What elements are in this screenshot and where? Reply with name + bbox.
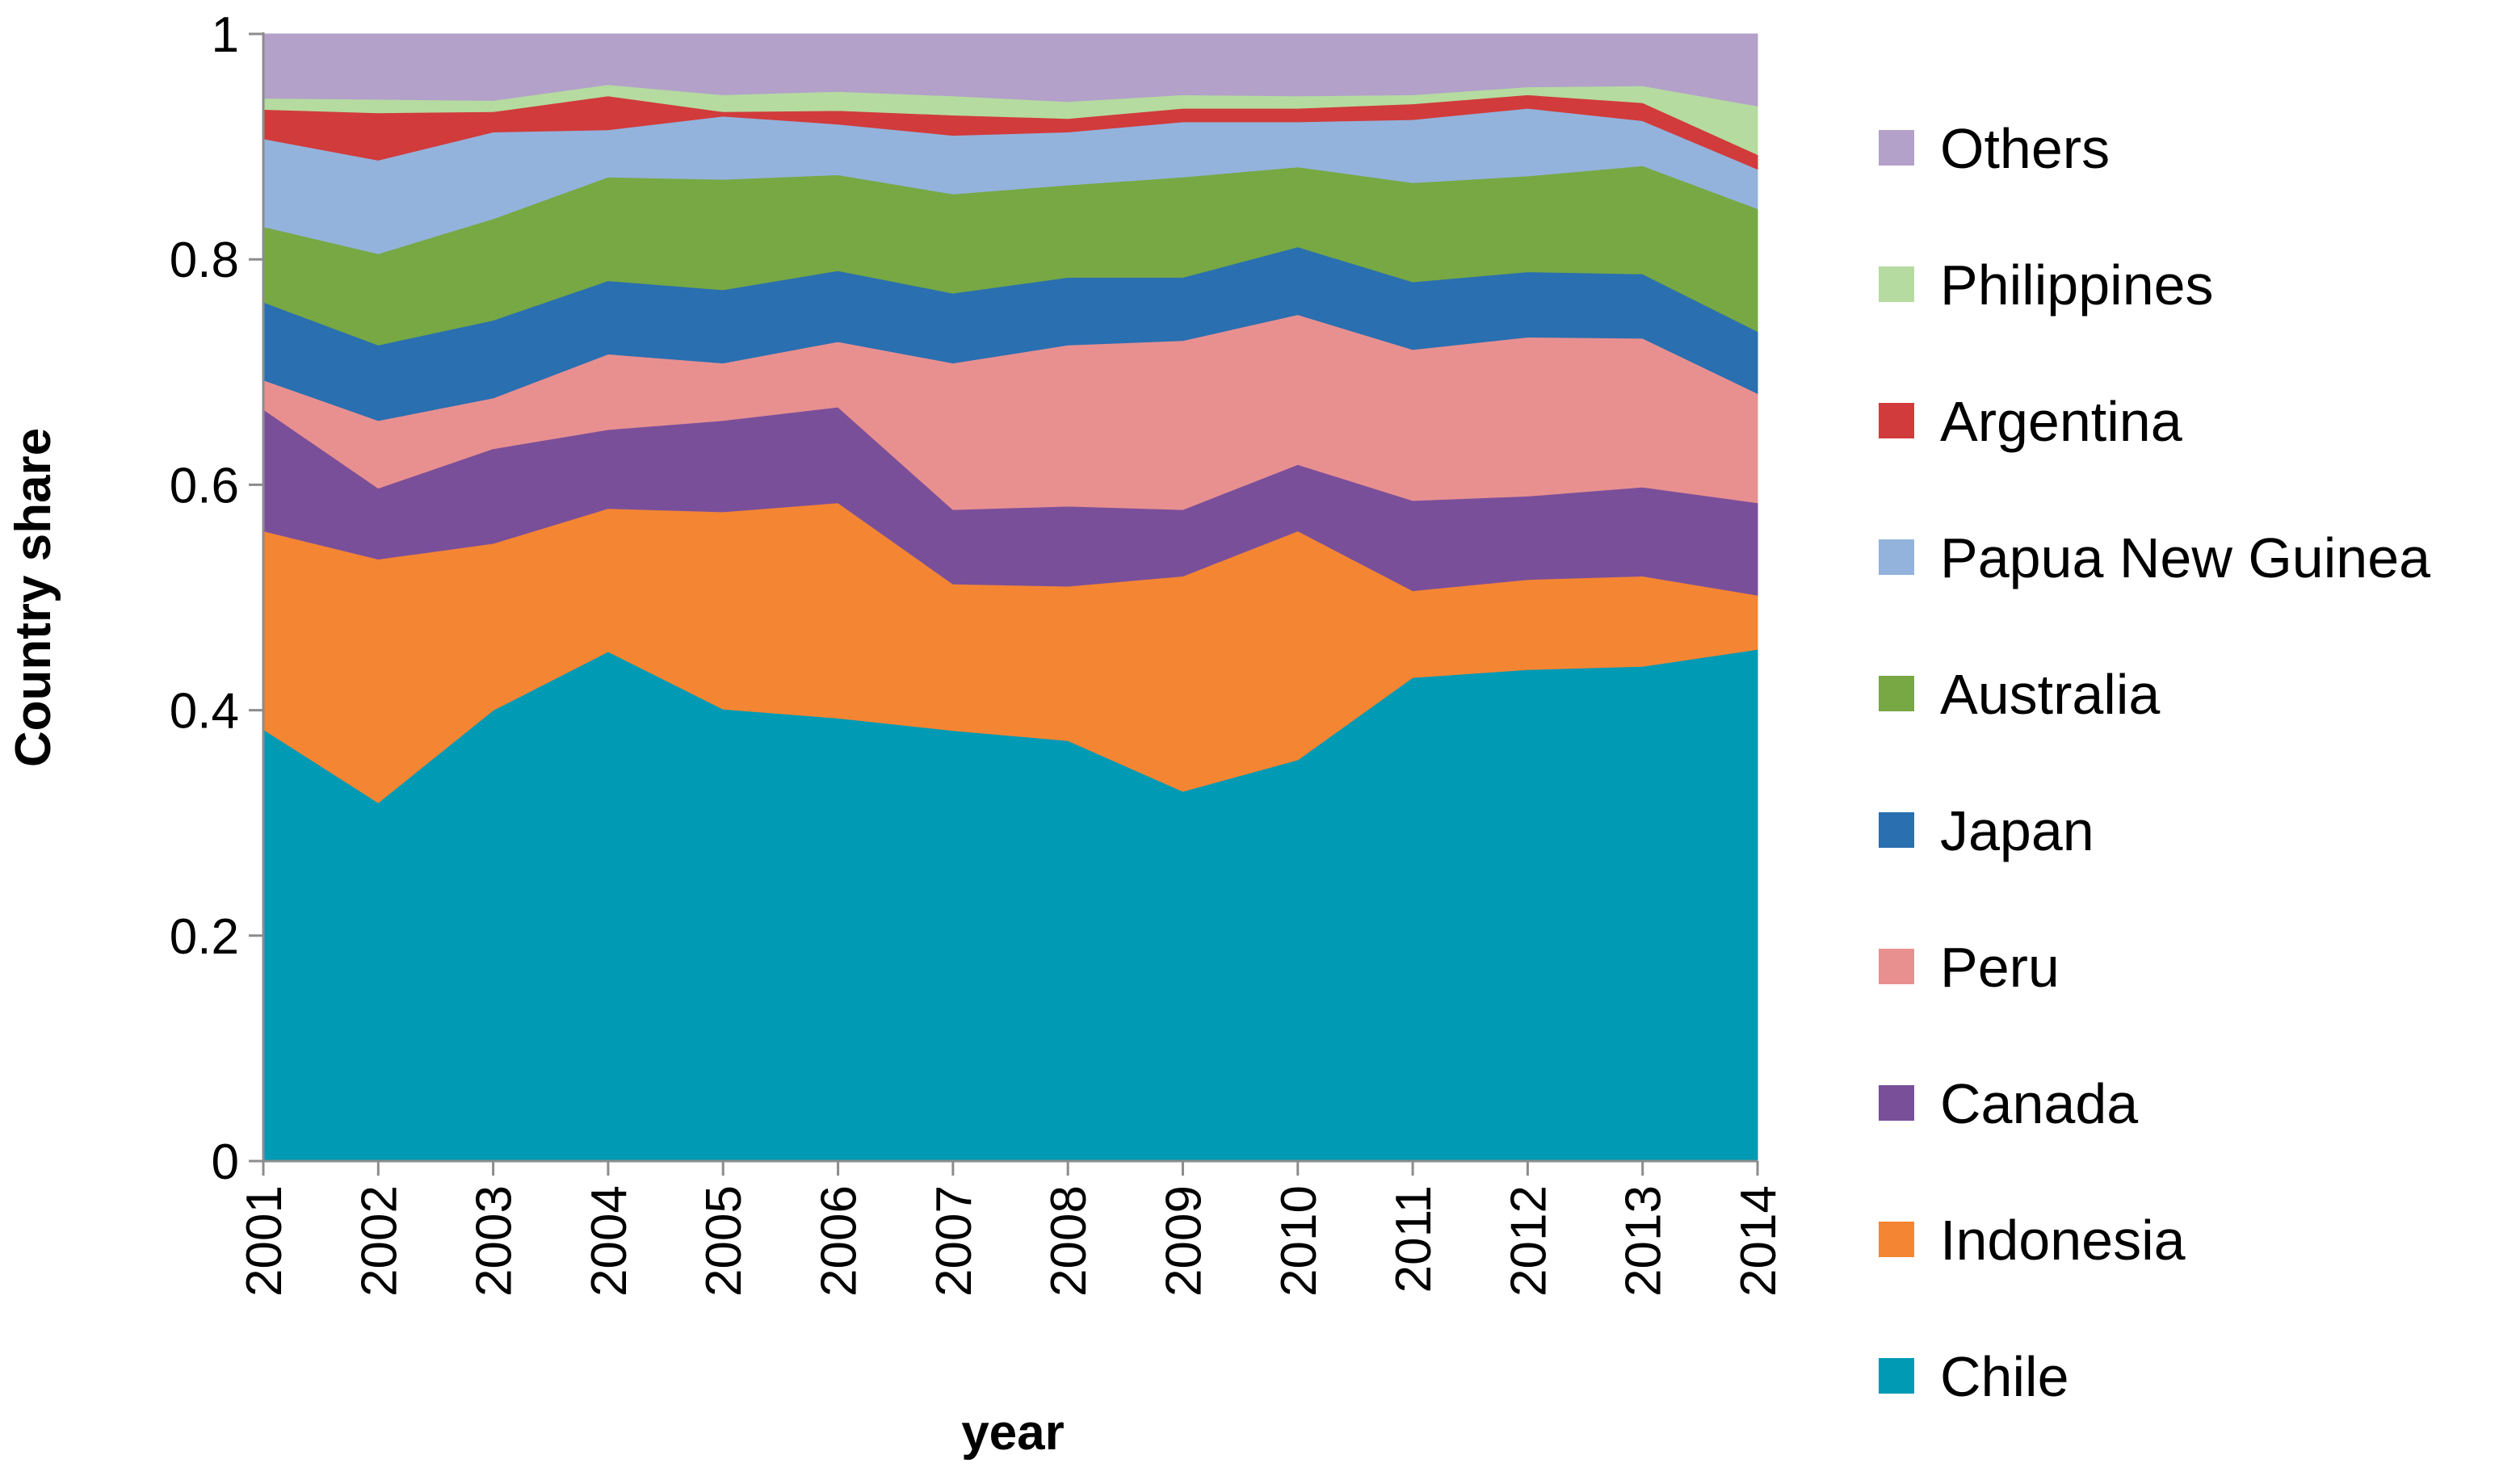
x-tick-label: 2014 <box>1731 1185 1787 1297</box>
legend-item-papua-new-guinea: Papua New Guinea <box>1879 526 2430 589</box>
legend-item-others: Others <box>1879 117 2110 180</box>
y-tick-label: 0.6 <box>170 458 239 514</box>
legend-swatch <box>1879 130 1914 166</box>
x-tick-label: 2008 <box>1041 1185 1097 1297</box>
legend-label: Canada <box>1940 1072 2138 1135</box>
legend: Others Philippines Argentina Papua New Guin… <box>1879 117 2430 1408</box>
x-tick-labels: 2001 2002 2003 2004 2005 2006 2007 2008 2009 2010… <box>237 1161 1787 1297</box>
y-tick-label: 1 <box>212 7 239 63</box>
legend-swatch <box>1879 812 1914 848</box>
x-tick-label: 2006 <box>812 1185 867 1297</box>
legend-swatch <box>1879 1085 1914 1121</box>
area-layers <box>262 33 1758 1162</box>
legend-item-japan: Japan <box>1879 799 2094 862</box>
legend-swatch <box>1879 266 1914 302</box>
legend-item-canada: Canada <box>1879 1072 2138 1135</box>
y-tick-label: 0.8 <box>170 233 239 288</box>
legend-item-peru: Peru <box>1879 936 2060 999</box>
axes <box>262 32 1758 1163</box>
legend-swatch <box>1879 1222 1914 1257</box>
x-tick-label: 2013 <box>1616 1185 1672 1297</box>
x-tick-label: 2009 <box>1157 1185 1212 1297</box>
legend-label: Papua New Guinea <box>1940 526 2430 589</box>
legend-label: Australia <box>1940 663 2160 726</box>
y-tick-label: 0.4 <box>170 684 239 740</box>
legend-item-philippines: Philippines <box>1879 254 2214 317</box>
x-tick-label: 2010 <box>1271 1185 1327 1297</box>
legend-label: Peru <box>1940 936 2060 999</box>
y-axis-title: Country share <box>6 428 61 767</box>
legend-label: Japan <box>1940 799 2094 862</box>
x-tick-label: 2012 <box>1501 1185 1556 1297</box>
y-tick-label: 0.2 <box>170 909 239 965</box>
legend-item-australia: Australia <box>1879 663 2160 726</box>
y-tick-label: 0 <box>212 1134 239 1190</box>
legend-swatch <box>1879 949 1914 984</box>
legend-label: Argentina <box>1940 390 2182 453</box>
legend-swatch <box>1879 1358 1914 1394</box>
legend-label: Philippines <box>1940 254 2214 317</box>
legend-swatch <box>1879 676 1914 711</box>
x-tick-label: 2003 <box>467 1185 523 1297</box>
x-tick-label: 2004 <box>582 1185 637 1297</box>
x-tick-label: 2011 <box>1386 1185 1442 1293</box>
legend-swatch <box>1879 539 1914 575</box>
legend-item-argentina: Argentina <box>1879 390 2182 453</box>
legend-label: Chile <box>1940 1345 2069 1408</box>
legend-label: Indonesia <box>1940 1209 2186 1272</box>
x-tick-label: 2001 <box>237 1185 292 1297</box>
x-tick-label: 2002 <box>351 1185 407 1297</box>
legend-label: Others <box>1940 117 2110 180</box>
legend-swatch <box>1879 403 1914 438</box>
x-tick-label: 2007 <box>926 1185 982 1297</box>
legend-item-indonesia: Indonesia <box>1879 1209 2186 1272</box>
x-tick-label: 2005 <box>696 1185 752 1297</box>
x-axis-title: year <box>961 1405 1065 1461</box>
legend-item-chile: Chile <box>1879 1345 2069 1408</box>
y-tick-labels: 0 0.2 0.4 0.6 0.8 1 <box>170 7 263 1190</box>
area-others <box>262 33 1758 107</box>
